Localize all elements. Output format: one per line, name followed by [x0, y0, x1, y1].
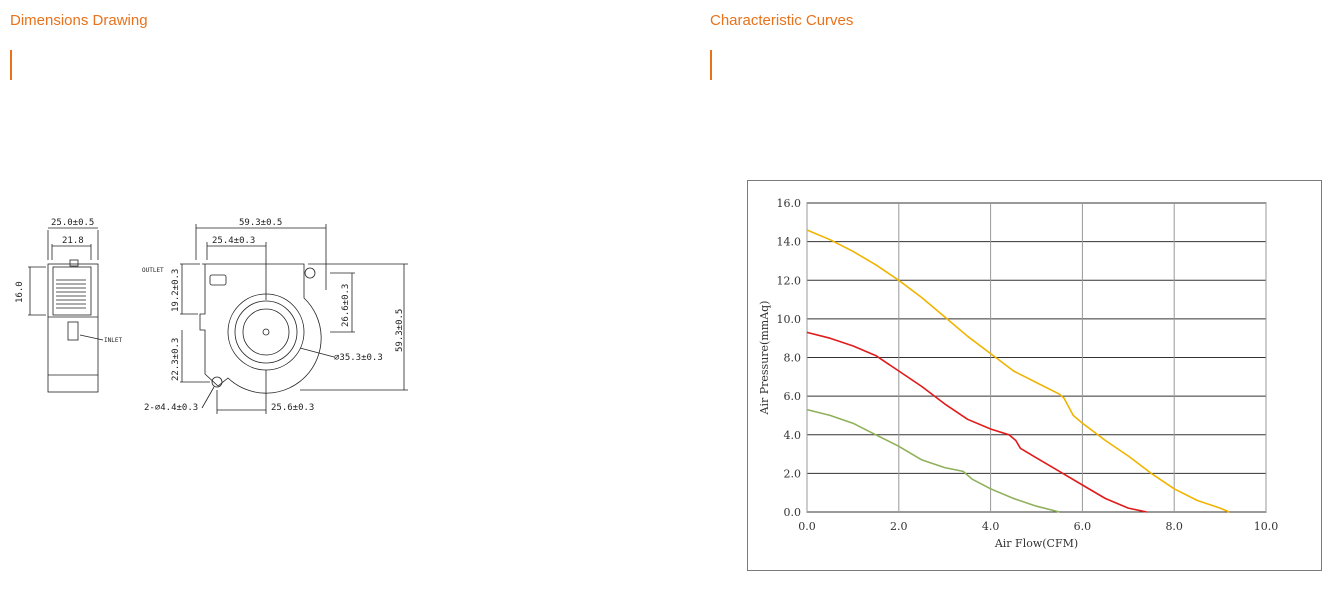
y-tick-label: 14.0: [777, 236, 802, 249]
y-tick-label: 2.0: [784, 467, 802, 480]
front-width-label: 59.3±0.5: [239, 218, 282, 228]
side-view-body: [47, 263, 99, 393]
chart-svg: 0.0 2.0 4.0 6.0 8.0 10.0 12.0 14.0 16.0 0.0 2.0 4.0…: [758, 197, 1279, 550]
x-tick-label: 4.0: [982, 520, 1000, 533]
characteristic-curves-chart: 0.0 2.0 4.0 6.0 8.0 10.0 12.0 14.0 16.0 0.0 2.0 4.0…: [747, 180, 1322, 571]
dimensions-accent-bar: [10, 50, 12, 80]
characteristic-curves-title: Characteristic Curves: [710, 12, 854, 29]
front-height-label: 59.3±0.5: [395, 309, 405, 352]
series-line-1: [806, 229, 1230, 513]
side-width-label: 25.0±0.5: [51, 218, 94, 228]
diameter-label: ⌀35.3±0.3: [334, 353, 383, 363]
y-tick-label: 16.0: [777, 197, 802, 210]
y-tick-label: 12.0: [777, 274, 802, 287]
x-tick-label: 8.0: [1165, 520, 1183, 533]
y-tick-label: 4.0: [784, 429, 802, 442]
series-line-3: [806, 408, 1060, 513]
side-height-label: 16.0: [15, 281, 25, 303]
lower-height-label: 22.3±0.3: [171, 338, 181, 381]
y-tick-label: 6.0: [784, 390, 802, 403]
front-view-body: [199, 263, 322, 394]
series-line-2: [806, 331, 1147, 513]
y-axis-label: Air Pressure(mmAq): [758, 301, 771, 416]
dimensions-drawing-title: Dimensions Drawing: [10, 12, 148, 29]
curves-accent-bar: [710, 50, 712, 80]
x-tick-label: 0.0: [798, 520, 816, 533]
front-offset-label: 25.4±0.3: [212, 236, 255, 246]
holes-label: 2-⌀4.4±0.3: [144, 403, 198, 413]
x-axis-label: Air Flow(CFM): [994, 537, 1078, 550]
dimension-drawing: 25.0±0.5 21.8 16.0 INLET OUTLET 59.3±0.5…: [15, 218, 408, 414]
x-tick-label: 10.0: [1254, 520, 1279, 533]
y-tick-label: 8.0: [784, 352, 802, 365]
outlet-label: OUTLET: [142, 267, 164, 274]
y-tick-label: 0.0: [784, 506, 802, 519]
y-tick-label: 10.0: [777, 313, 802, 326]
inlet-label: INLET: [104, 337, 122, 344]
hole-vertical-label: 26.6±0.3: [341, 284, 351, 327]
x-tick-label: 6.0: [1074, 520, 1092, 533]
x-tick-label: 2.0: [890, 520, 908, 533]
side-inner-label: 21.8: [62, 236, 84, 246]
bottom-offset-label: 25.6±0.3: [271, 403, 314, 413]
outlet-height-label: 19.2±0.3: [171, 269, 181, 312]
